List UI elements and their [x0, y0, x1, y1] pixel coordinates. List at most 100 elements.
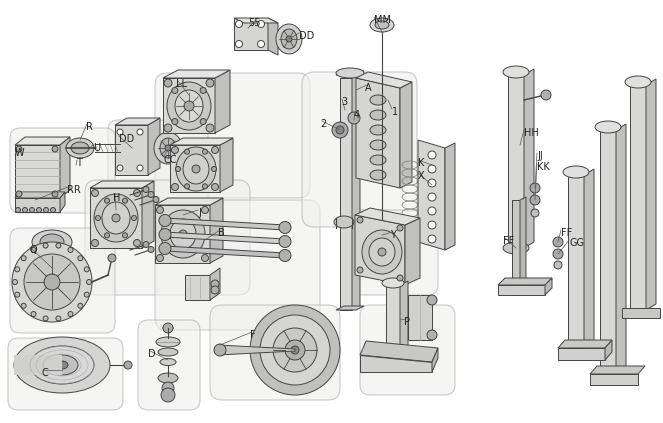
Circle shape [29, 208, 34, 212]
Circle shape [164, 79, 172, 87]
Circle shape [211, 280, 219, 288]
Ellipse shape [285, 340, 305, 360]
Text: 1: 1 [392, 107, 398, 117]
Circle shape [117, 129, 123, 135]
Circle shape [202, 184, 208, 189]
Circle shape [428, 193, 436, 201]
Ellipse shape [370, 110, 386, 120]
Polygon shape [165, 232, 285, 244]
Polygon shape [355, 215, 405, 285]
Ellipse shape [184, 101, 194, 111]
Circle shape [357, 267, 363, 273]
Polygon shape [512, 200, 520, 295]
Circle shape [427, 295, 437, 305]
Circle shape [68, 312, 73, 316]
Polygon shape [630, 85, 646, 310]
Ellipse shape [161, 210, 205, 258]
Circle shape [95, 215, 101, 220]
Polygon shape [218, 345, 295, 355]
Text: CC: CC [163, 155, 176, 165]
Ellipse shape [154, 132, 182, 164]
Circle shape [202, 149, 208, 154]
Circle shape [397, 275, 403, 281]
FancyBboxPatch shape [138, 320, 200, 410]
Circle shape [16, 146, 22, 152]
Text: Q: Q [29, 245, 36, 255]
Polygon shape [90, 188, 142, 248]
Polygon shape [408, 295, 432, 340]
Polygon shape [524, 69, 534, 248]
Polygon shape [163, 70, 230, 78]
Text: KK: KK [537, 162, 550, 172]
Polygon shape [234, 18, 268, 50]
Circle shape [133, 239, 141, 247]
Circle shape [176, 167, 180, 171]
Ellipse shape [160, 138, 176, 158]
Polygon shape [405, 218, 420, 285]
Circle shape [553, 249, 563, 259]
Circle shape [184, 184, 190, 189]
Circle shape [15, 267, 20, 272]
Polygon shape [60, 137, 70, 198]
Ellipse shape [286, 36, 292, 42]
Circle shape [124, 361, 132, 369]
Polygon shape [498, 278, 552, 285]
Polygon shape [400, 82, 412, 188]
Circle shape [43, 243, 48, 248]
Circle shape [172, 146, 178, 154]
Ellipse shape [192, 165, 200, 173]
Ellipse shape [370, 155, 386, 165]
Circle shape [143, 187, 149, 192]
Polygon shape [352, 74, 360, 310]
Circle shape [31, 247, 36, 253]
Polygon shape [340, 78, 352, 310]
Circle shape [553, 237, 563, 247]
Ellipse shape [40, 234, 64, 250]
Ellipse shape [102, 202, 130, 234]
Text: W: W [15, 148, 25, 158]
Circle shape [15, 208, 21, 212]
Circle shape [202, 255, 208, 261]
Ellipse shape [158, 348, 178, 356]
Text: FF: FF [503, 236, 514, 246]
Polygon shape [210, 198, 223, 263]
Circle shape [105, 198, 109, 203]
Ellipse shape [595, 121, 621, 133]
Circle shape [68, 247, 73, 253]
Polygon shape [432, 348, 438, 372]
Circle shape [541, 90, 551, 100]
Ellipse shape [71, 142, 89, 154]
Ellipse shape [362, 230, 402, 274]
Ellipse shape [112, 214, 120, 222]
Ellipse shape [370, 18, 394, 32]
Circle shape [56, 243, 61, 248]
Circle shape [91, 190, 99, 197]
FancyBboxPatch shape [155, 73, 310, 198]
Polygon shape [400, 281, 408, 355]
Polygon shape [336, 306, 364, 310]
Polygon shape [558, 348, 605, 360]
Circle shape [137, 129, 143, 135]
Circle shape [257, 41, 265, 47]
Circle shape [84, 292, 90, 297]
Circle shape [357, 217, 363, 223]
Polygon shape [356, 78, 400, 188]
Circle shape [235, 41, 243, 47]
Ellipse shape [281, 29, 297, 49]
Polygon shape [622, 308, 660, 318]
Circle shape [21, 256, 26, 261]
Polygon shape [590, 366, 645, 374]
Circle shape [279, 236, 291, 247]
Text: RR: RR [67, 185, 81, 195]
Circle shape [44, 208, 48, 212]
Ellipse shape [66, 138, 94, 158]
Ellipse shape [369, 238, 395, 266]
Text: 3: 3 [341, 97, 347, 107]
Ellipse shape [14, 337, 110, 393]
Ellipse shape [156, 337, 180, 347]
Polygon shape [210, 268, 220, 300]
Text: F: F [250, 330, 256, 340]
Circle shape [200, 88, 206, 93]
Polygon shape [268, 18, 278, 55]
Polygon shape [14, 355, 62, 375]
